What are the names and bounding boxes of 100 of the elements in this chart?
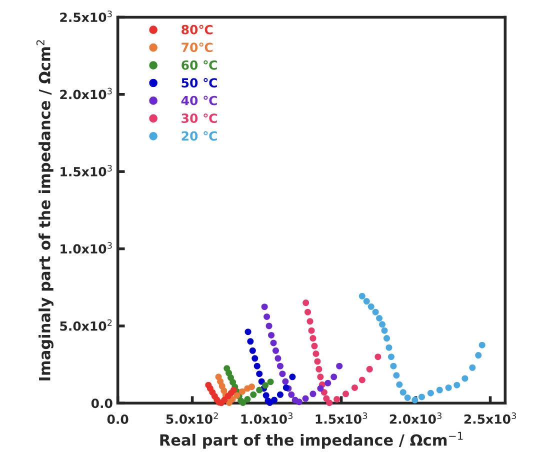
point (311, 342, 318, 350)
legend-label: 60 ℃ (182, 60, 217, 70)
point (358, 376, 366, 384)
point (306, 318, 314, 325)
point (393, 372, 400, 379)
point (266, 322, 272, 330)
y-tick-label: 2.0x10$^{3}$ (60, 88, 112, 100)
point (388, 354, 394, 360)
point (336, 362, 343, 370)
point (230, 386, 237, 394)
point (244, 328, 252, 336)
point (383, 335, 390, 342)
legend-label: 40 ℃ (181, 96, 217, 106)
point (390, 362, 397, 370)
point (262, 382, 269, 389)
y-tick-label: 1.5x10$^{3}$ (60, 164, 112, 176)
point (270, 340, 277, 346)
point (475, 352, 482, 359)
point (238, 388, 246, 395)
point (324, 380, 332, 386)
point (334, 396, 340, 403)
y-tick-label: 2.5x10$^{3}$ (60, 10, 112, 22)
point (372, 308, 379, 316)
point (302, 395, 309, 402)
point (351, 384, 358, 391)
point (279, 370, 286, 378)
point (381, 327, 388, 334)
point (396, 381, 403, 388)
point (264, 313, 270, 320)
point (254, 362, 260, 370)
point (310, 335, 316, 342)
point (445, 384, 452, 391)
point (400, 389, 406, 396)
point (276, 362, 284, 370)
point (304, 308, 312, 316)
point (427, 390, 434, 396)
point (326, 400, 333, 406)
point (268, 332, 275, 338)
legend-label: 30 ℃ (182, 113, 217, 123)
legend-label: 70℃ (182, 42, 213, 52)
legend-label: 20 ℃ (182, 131, 217, 141)
point (308, 327, 315, 334)
point (368, 303, 374, 310)
point (247, 338, 254, 345)
point (274, 355, 282, 362)
point (289, 374, 296, 380)
point (302, 300, 310, 306)
point (436, 386, 443, 394)
point (404, 394, 411, 402)
x-tick-label: 2.5x10$^{3}$ (464, 412, 516, 424)
point (374, 354, 382, 360)
point (386, 344, 392, 351)
point (271, 396, 278, 404)
x-axis-title: Real part of the impedance / Ωcm$^{−1}$ (160, 432, 463, 449)
point (358, 292, 366, 300)
point (267, 378, 274, 386)
point (330, 374, 338, 380)
point (310, 390, 316, 398)
point (296, 398, 302, 406)
point (454, 382, 460, 388)
point (248, 384, 256, 390)
point (256, 386, 263, 394)
y-axis-title: Imaginaly part of the impedance / Ωcm$^{2}$ (36, 40, 54, 380)
x-tick-label: 1.0x10$^{3}$ (241, 412, 293, 424)
point (261, 304, 268, 310)
point (469, 364, 476, 371)
y-tick-label: 1.0x10$^{3}$ (60, 242, 112, 254)
point (478, 342, 486, 348)
x-tick-label: 0.0 (107, 414, 128, 424)
point (272, 347, 280, 354)
point (288, 391, 295, 398)
point (316, 366, 322, 372)
point (256, 370, 263, 378)
point (418, 394, 426, 400)
point (376, 314, 383, 322)
point (282, 378, 289, 385)
point (276, 391, 284, 398)
point (250, 391, 257, 398)
point (244, 396, 251, 403)
x-tick-label: 5.0x10$^{2}$ (166, 412, 218, 424)
point (366, 366, 373, 372)
point (412, 396, 418, 404)
x-tick-label: 1.5x10$^{3}$ (316, 412, 368, 424)
point (462, 375, 468, 382)
point (317, 374, 324, 380)
point (249, 347, 256, 354)
legend-label: 50 ℃ (182, 78, 217, 88)
point (342, 390, 350, 398)
point (317, 385, 324, 392)
point (252, 355, 258, 362)
point (282, 384, 290, 391)
legend-label: 80℃ (182, 24, 213, 34)
x-tick-label: 2.0x10$^{3}$ (390, 412, 442, 424)
point (312, 350, 320, 358)
y-tick-label: 5.0x10$^{2}$ (60, 319, 112, 331)
point (379, 321, 386, 328)
point (262, 392, 270, 399)
point (363, 298, 370, 305)
y-tick-label: 0.0 (91, 398, 112, 408)
point (314, 358, 321, 365)
